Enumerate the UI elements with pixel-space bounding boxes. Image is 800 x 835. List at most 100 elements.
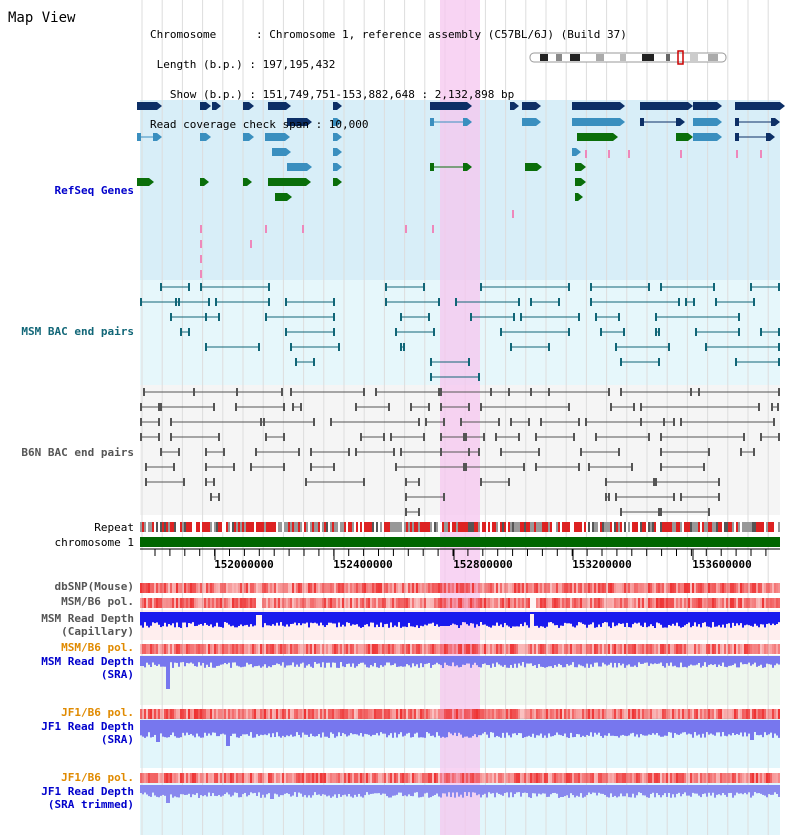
jf1-b6-pol-2-cell [508,773,510,783]
bac-end [430,373,432,381]
dbsnp-cell [668,583,670,593]
msm-depth-sra-bar [716,656,718,668]
msm-depth-cap-bar [212,612,214,628]
msm-depth-cap-bar [516,612,518,627]
jf1-b6-pol-2-cell [410,773,412,783]
repeat-segment [452,522,454,532]
msm-depth-sra-bar [402,656,404,667]
track-label-jf1-depth-trim[interactable]: JF1 Read Depth [41,785,134,798]
repeat-segment [590,522,592,532]
msm-depth-cap-bar [640,612,642,626]
bac-end [338,343,340,351]
msm-b6-pol-2-cell [232,644,234,654]
track-label-b6n-bac[interactable]: B6N BAC end pairs [21,446,134,459]
bac-end [268,298,270,306]
repeat-segment [536,522,538,532]
msm-b6-pol-2-cell [732,644,734,654]
bac-end [400,343,402,351]
jf1-depth-trim-bar [698,785,700,796]
dbsnp-cell [162,583,164,593]
jf1-b6-pol-cell [612,709,614,719]
jf1-b6-pol-cell [266,709,268,719]
dbsnp-cell [728,583,730,593]
msm-b6-pol-cell [292,598,294,608]
jf1-b6-pol-cell [686,709,688,719]
jf1-depth-sra-bar [678,720,680,735]
jf1-b6-pol-cell [384,709,386,719]
jf1-b6-pol-cell [632,709,634,719]
dbsnp-cell [224,583,226,593]
dbsnp-cell [568,583,570,593]
jf1-b6-pol-2-cell [528,773,530,783]
dbsnp-cell [196,583,198,593]
jf1-b6-pol-2-cell [298,773,300,783]
msm-depth-cap-bar [208,612,210,626]
msm-b6-pol-2-cell [638,644,640,654]
msm-depth-cap-bar [320,612,322,623]
msm-b6-pol-cell [434,598,436,608]
msm-depth-sra-bar [444,656,446,663]
msm-b6-pol-2-cell [314,644,316,654]
dbsnp-cell [758,583,760,593]
jf1-b6-pol-cell [712,709,714,719]
jf1-depth-trim-bar [550,785,552,795]
msm-b6-pol-2-cell [558,644,560,654]
bac-end [743,433,745,441]
track-label-dbsnp[interactable]: dbSNP(Mouse) [54,580,134,593]
track-label-repeat[interactable]: Repeat [94,521,134,534]
jf1-b6-pol-cell [378,709,380,719]
jf1-depth-trim-bar [412,785,414,797]
bac-end [468,403,470,411]
msm-b6-pol-2-cell [486,644,488,654]
jf1-b6-pol-2-cell [308,773,310,783]
jf1-depth-sra-bar [750,720,752,740]
track-label-msm-b6-pol[interactable]: MSM/B6 pol. [61,595,134,608]
repeat-segment [530,522,532,532]
gene-block [525,163,537,171]
track-label-jf1-depth-sra[interactable]: JF1 Read Depth [41,720,134,733]
bac-end [363,478,365,486]
jf1-depth-sra-bar [206,720,208,736]
msm-b6-pol-2-cell [180,644,182,654]
jf1-b6-pol-cell [648,709,650,719]
jf1-depth-sra-bar [624,720,626,736]
msm-b6-pol-2-cell [350,644,352,654]
track-label-jf1-b6-pol[interactable]: JF1/B6 pol. [61,706,134,719]
msm-b6-pol-2-cell [772,644,774,654]
msm-b6-pol-2-cell [716,644,718,654]
track-label-msm-bac[interactable]: MSM BAC end pairs [21,325,134,338]
jf1-b6-pol-cell [390,709,392,719]
msm-depth-sra-bar [264,656,266,665]
jf1-depth-trim-bar [758,785,760,794]
track-label-msm-b6-pol-2[interactable]: MSM/B6 pol. [61,641,134,654]
msm-depth-cap-bar [240,612,242,625]
msm-b6-pol-cell [150,598,152,608]
track-label-jf1-b6-pol-2[interactable]: JF1/B6 pol. [61,771,134,784]
repeat-segment [624,522,626,532]
jf1-b6-pol-2-cell [326,773,328,783]
gene-strand-arrow [581,163,586,171]
msm-b6-pol-cell [510,598,512,608]
jf1-depth-trim-bar [480,785,482,798]
repeat-segment [468,522,470,532]
jf1-depth-trim-bar [592,785,594,793]
msm-b6-pol-2-cell [530,644,532,654]
refseq-marker [432,225,434,233]
msm-depth-sra-bar [430,656,432,668]
msm-b6-pol-2-cell [520,644,522,654]
bac-end [160,403,162,411]
msm-b6-pol-2-cell [476,644,478,654]
msm-b6-pol-cell [558,598,560,608]
msm-depth-cap-bar [662,612,664,628]
refseq-marker [405,225,407,233]
repeat-segment [554,522,556,532]
track-label-refseq[interactable]: RefSeq Genes [54,184,134,197]
track-label-msm-depth-sra[interactable]: MSM Read Depth [41,655,134,668]
dbsnp-cell [292,583,294,593]
msm-b6-pol-2-cell [438,644,440,654]
msm-b6-pol-cell [236,598,238,608]
dbsnp-cell [354,583,356,593]
track-label-msm-depth-cap[interactable]: MSM Read Depth [41,612,134,625]
jf1-depth-sra-bar [656,720,658,734]
jf1-depth-sra-bar [268,720,270,734]
